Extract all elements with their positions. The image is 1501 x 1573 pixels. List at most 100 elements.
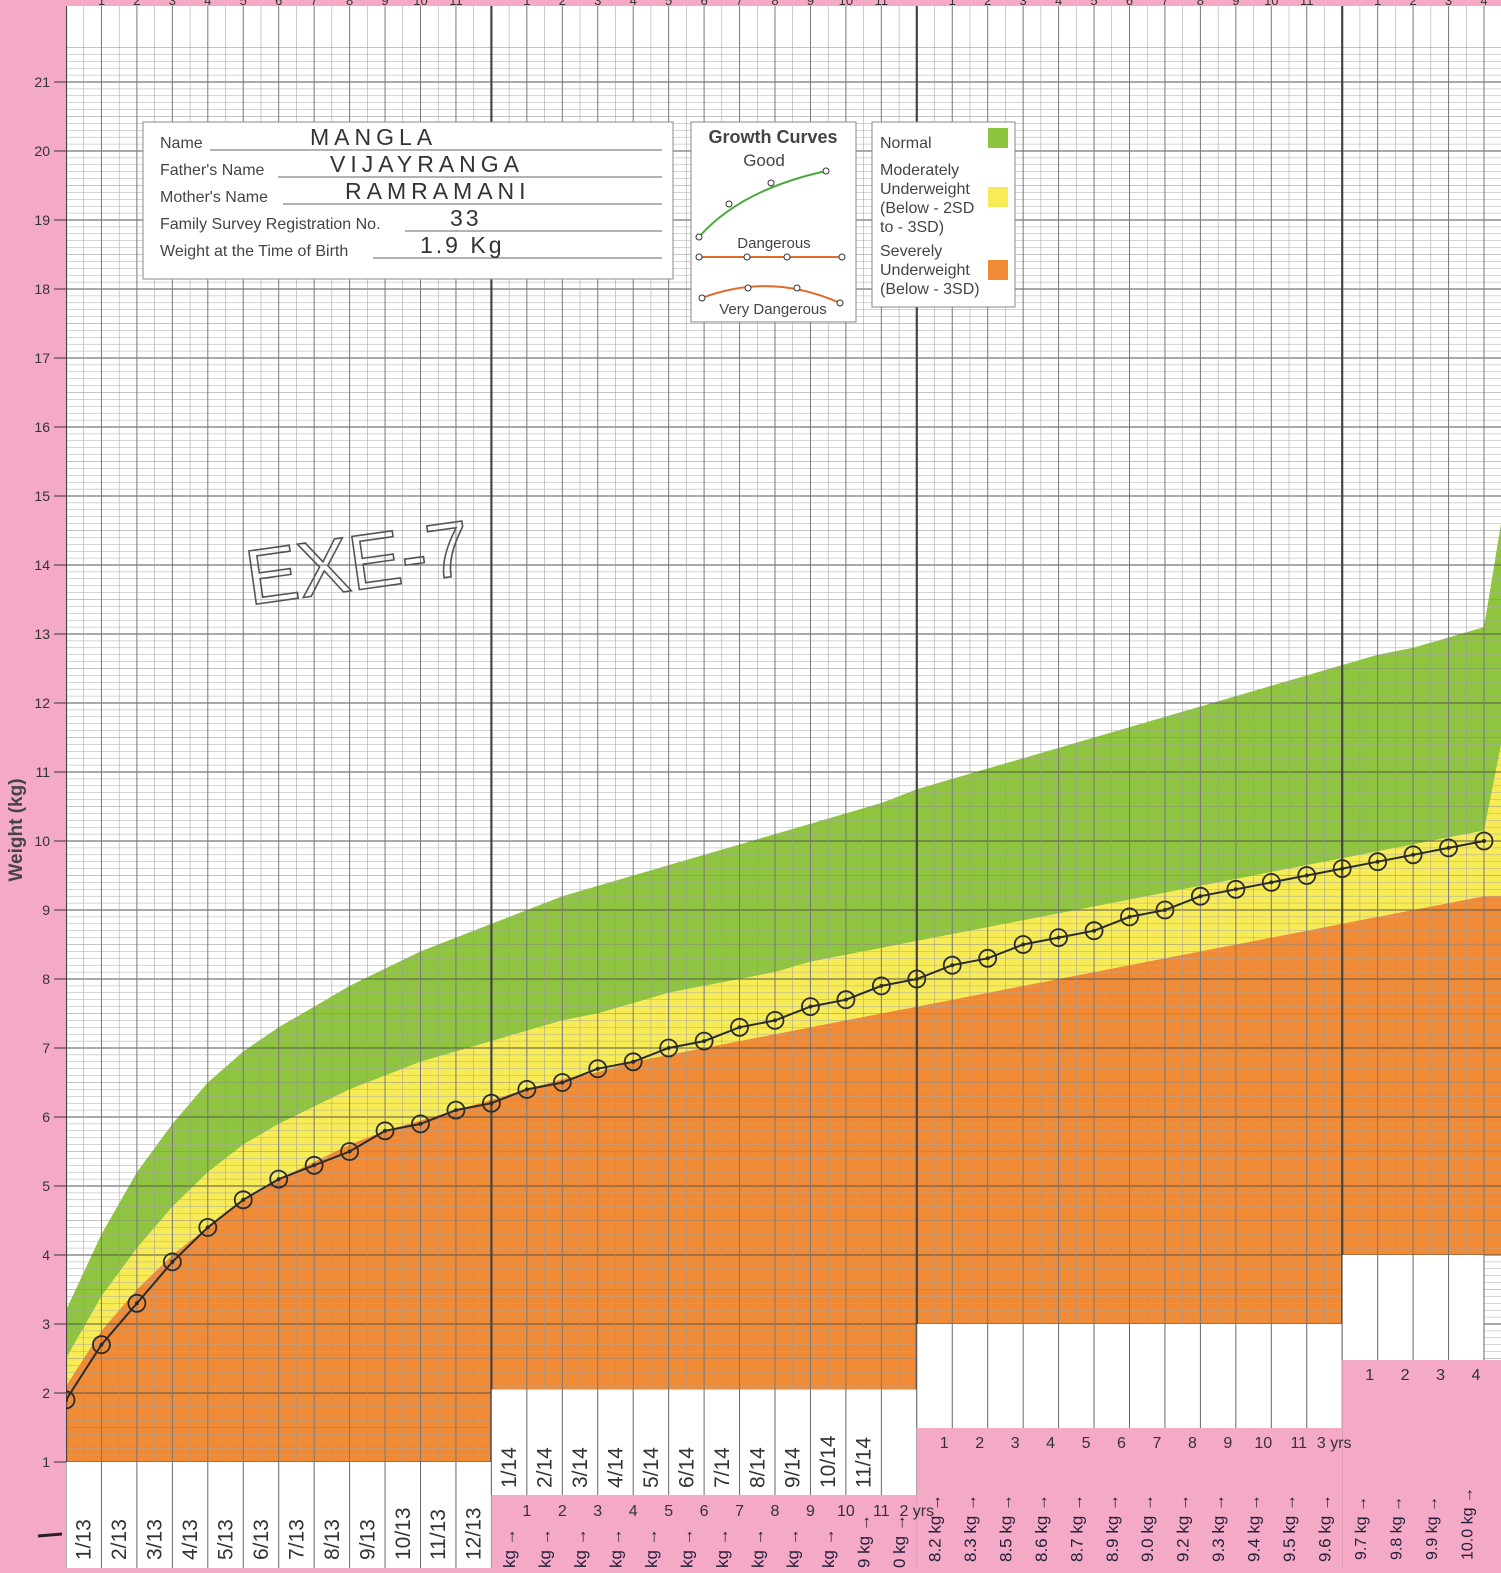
weight-point-dot [170, 1260, 174, 1264]
top-month-tick: 8 [1197, 0, 1204, 8]
year4-month-number: 4 [1472, 1367, 1481, 1384]
band-legend-label: Underweight [880, 262, 970, 279]
dangerous-curve-point [696, 254, 702, 260]
top-month-tick: 6 [700, 0, 707, 8]
year1-date-label: 3/13 [144, 1519, 167, 1560]
good-curve-point [696, 234, 702, 240]
top-month-tick: 5 [240, 0, 247, 8]
weight-point-dot [1057, 936, 1061, 940]
weight-point-dot [241, 1198, 245, 1202]
dangerous-curve-label: Dangerous [737, 235, 810, 252]
year4-weight-label: 9.7 kg → [1353, 1496, 1370, 1560]
very-dangerous-curve-point [699, 295, 705, 301]
year2-date-label: 2/14 [534, 1447, 557, 1488]
top-month-tick: 7 [1161, 0, 1168, 8]
weight-point-dot [1234, 887, 1238, 891]
year3-weight-label: 8.2 kg → [926, 1494, 945, 1562]
year1-date-label: 9/13 [356, 1519, 379, 1560]
year2-month-number: 10 [837, 1503, 855, 1520]
top-month-tick: 11 [1300, 0, 1314, 8]
info-field-label: Father's Name [160, 162, 265, 179]
band-legend-swatch [988, 260, 1008, 280]
top-month-tick: 6 [1126, 0, 1133, 8]
dangerous-curve-point [784, 254, 790, 260]
year2-weight-label: kg → [748, 1528, 767, 1568]
year4-weight-label: 9.8 kg → [1388, 1496, 1405, 1560]
weight-point-dot [950, 963, 954, 967]
weight-point-dot [1021, 943, 1025, 947]
year2-weight-label: 0 kg → [890, 1514, 909, 1568]
weight-point-dot [99, 1343, 103, 1347]
year3-weight-label: 9.6 kg → [1315, 1494, 1334, 1562]
band-legend-label: (Below - 2SD [880, 200, 974, 217]
y-tick-label: 6 [42, 1109, 50, 1125]
year2-month-number: 9 [806, 1503, 815, 1520]
band-legend-label: (Below - 3SD) [880, 281, 980, 298]
top-month-tick: 4 [1055, 0, 1062, 8]
year4-weight-label: 10.0 kg → [1459, 1487, 1476, 1560]
top-month-tick: 6 [275, 0, 282, 8]
year2-date-label: 7/14 [711, 1447, 734, 1488]
band-legend-swatch [988, 187, 1008, 207]
top-month-tick: 8 [771, 0, 778, 8]
year1-date-label: 10/13 [392, 1507, 415, 1560]
good-curve-point [768, 180, 774, 186]
weight-point-dot [915, 977, 919, 981]
year1-date-label: 11/13 [427, 1509, 450, 1560]
top-month-tick: 10 [413, 0, 427, 8]
info-field-label: Name [160, 135, 203, 152]
top-month-tick: 4 [1480, 0, 1487, 8]
year2-month-number: 3 [593, 1503, 602, 1520]
weight-point-dot [986, 956, 990, 960]
y-tick-label: 17 [34, 350, 50, 366]
year2-month-number: 1 [522, 1503, 531, 1520]
y-tick-label: 14 [34, 557, 50, 573]
y-tick-label: 13 [34, 626, 50, 642]
weight-point-dot [1092, 929, 1096, 933]
top-month-tick: 8 [346, 0, 353, 8]
year3-month-number: 3 yrs [1317, 1435, 1352, 1452]
year3-month-number: 1 [940, 1435, 949, 1452]
info-field-value: 1.9 Kg [420, 232, 505, 258]
year3-weight-label: 8.6 kg → [1032, 1494, 1051, 1562]
info-field-value: 33 [450, 205, 482, 231]
year2-weight-label: kg → [819, 1528, 838, 1568]
growth-curves-title: Growth Curves [708, 127, 837, 147]
band-legend-swatch [988, 128, 1008, 148]
weight-point-dot [1269, 880, 1273, 884]
year1-date-label: 5/13 [215, 1519, 238, 1560]
top-month-tick: 3 [594, 0, 601, 8]
y-tick-label: 2 [42, 1385, 50, 1401]
weight-point-dot [525, 1087, 529, 1091]
weight-point-dot [1163, 908, 1167, 912]
info-field-label: Mother's Name [160, 189, 268, 206]
top-month-tick: 11 [875, 0, 889, 8]
weight-point-dot [844, 998, 848, 1002]
y-tick-label: 18 [34, 281, 50, 297]
year3-month-number: 10 [1254, 1435, 1272, 1452]
weight-point-dot [879, 984, 883, 988]
y-tick-label: 20 [34, 143, 50, 159]
y-tick-label: 12 [34, 695, 50, 711]
very-dangerous-curve-label: Very Dangerous [719, 301, 827, 318]
year4-month-number: 2 [1401, 1367, 1410, 1384]
year3-weight-label: 9.3 kg → [1209, 1494, 1228, 1562]
y-axis-title: Weight (kg) [6, 778, 27, 881]
y-tick-label: 19 [34, 212, 50, 228]
year3-weight-label: 9.5 kg → [1280, 1494, 1299, 1562]
year2-weight-label: kg → [571, 1528, 590, 1568]
year1-date-label: 7/13 [285, 1519, 308, 1560]
year2-weight-label: kg → [500, 1528, 519, 1568]
weight-point-dot [348, 1150, 352, 1154]
info-field-value: VIJAYRANGA [330, 151, 524, 177]
year2-date-label: 8/14 [746, 1447, 769, 1488]
y-tick-label: 16 [34, 419, 50, 435]
year2-date-label: 11/14 [853, 1437, 876, 1488]
weight-point-dot [1340, 867, 1344, 871]
top-month-tick: 4 [630, 0, 637, 8]
year2-weight-label: kg → [713, 1528, 732, 1568]
year3-month-number: 8 [1188, 1435, 1197, 1452]
y-tick-label: 10 [34, 833, 50, 849]
